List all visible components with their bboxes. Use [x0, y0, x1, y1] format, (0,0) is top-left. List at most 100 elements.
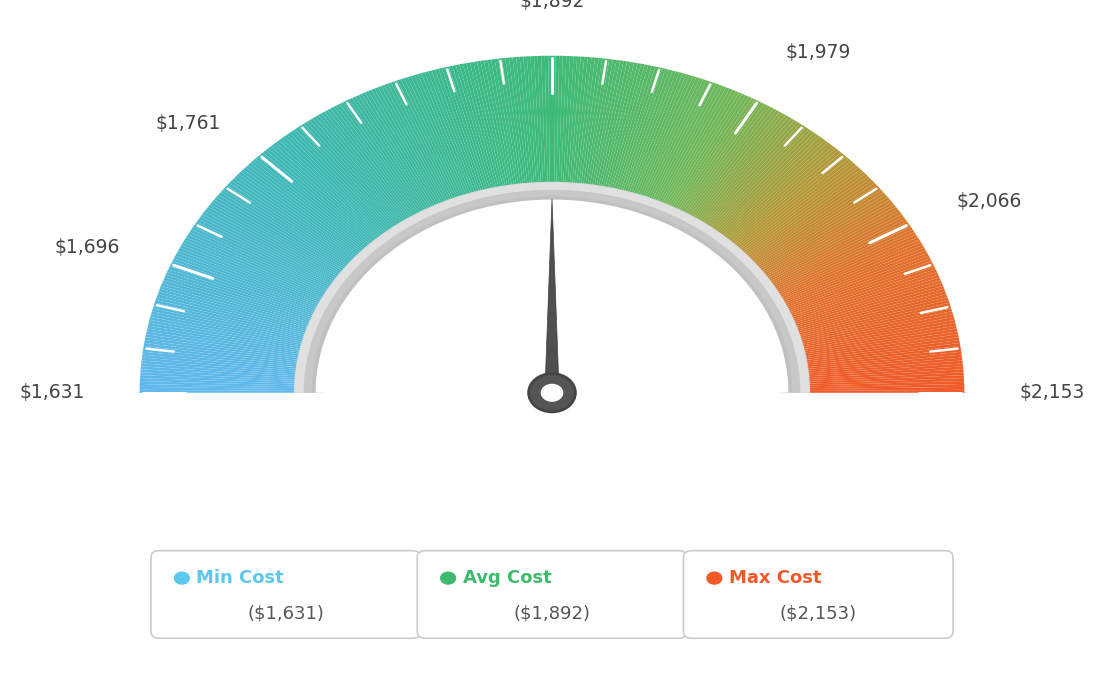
Wedge shape [778, 357, 966, 375]
Wedge shape [487, 57, 519, 209]
Wedge shape [541, 53, 548, 207]
Wedge shape [144, 325, 329, 357]
Wedge shape [144, 328, 329, 359]
Wedge shape [747, 220, 912, 300]
Wedge shape [285, 130, 407, 250]
Wedge shape [187, 228, 353, 304]
Wedge shape [137, 390, 325, 393]
Wedge shape [698, 132, 821, 252]
Wedge shape [634, 76, 704, 220]
Wedge shape [171, 255, 344, 319]
Wedge shape [480, 58, 514, 210]
Wedge shape [192, 220, 357, 300]
Wedge shape [778, 354, 965, 373]
Wedge shape [306, 192, 798, 393]
Wedge shape [306, 192, 798, 393]
Wedge shape [746, 218, 910, 299]
Wedge shape [201, 208, 361, 293]
Wedge shape [772, 305, 954, 346]
Wedge shape [137, 375, 325, 384]
Wedge shape [574, 55, 595, 208]
Wedge shape [150, 305, 332, 346]
Wedge shape [158, 282, 337, 334]
Wedge shape [576, 55, 599, 208]
Wedge shape [427, 68, 486, 215]
Wedge shape [709, 146, 841, 259]
Wedge shape [776, 339, 963, 365]
Wedge shape [145, 322, 330, 356]
Wedge shape [301, 119, 417, 244]
Wedge shape [283, 132, 406, 252]
Wedge shape [761, 257, 935, 320]
Wedge shape [775, 328, 960, 359]
Wedge shape [152, 296, 335, 342]
Wedge shape [679, 111, 787, 239]
Wedge shape [190, 223, 355, 302]
Wedge shape [137, 369, 326, 382]
Wedge shape [771, 299, 953, 343]
Wedge shape [268, 142, 399, 257]
Text: ($1,892): ($1,892) [513, 604, 591, 622]
Wedge shape [623, 70, 683, 217]
Wedge shape [605, 63, 652, 213]
Text: ($1,631): ($1,631) [247, 604, 325, 622]
Wedge shape [341, 99, 438, 233]
Wedge shape [645, 82, 724, 224]
Wedge shape [624, 70, 688, 217]
Wedge shape [681, 113, 790, 241]
Wedge shape [138, 360, 326, 377]
Wedge shape [434, 66, 489, 215]
Wedge shape [229, 177, 376, 276]
Wedge shape [635, 77, 708, 221]
Wedge shape [774, 322, 959, 356]
Wedge shape [769, 293, 951, 340]
Wedge shape [693, 127, 814, 248]
Wedge shape [696, 129, 816, 249]
Wedge shape [322, 108, 428, 238]
Wedge shape [243, 164, 384, 268]
Wedge shape [750, 226, 915, 303]
Wedge shape [778, 369, 967, 382]
Wedge shape [700, 135, 825, 253]
Wedge shape [261, 148, 394, 260]
Wedge shape [594, 59, 631, 210]
Wedge shape [722, 168, 866, 271]
Wedge shape [463, 61, 505, 211]
Wedge shape [572, 55, 592, 208]
Wedge shape [754, 236, 922, 308]
Wedge shape [505, 55, 528, 208]
Wedge shape [220, 186, 372, 281]
Text: Min Cost: Min Cost [197, 569, 284, 587]
Wedge shape [437, 66, 491, 214]
Wedge shape [745, 213, 906, 296]
Wedge shape [731, 184, 882, 279]
Wedge shape [752, 230, 919, 306]
Wedge shape [452, 63, 499, 213]
Wedge shape [148, 310, 331, 349]
Wedge shape [140, 346, 327, 368]
Wedge shape [277, 137, 403, 254]
Wedge shape [734, 190, 889, 284]
Wedge shape [172, 252, 346, 317]
Wedge shape [205, 203, 363, 290]
Text: ($2,153): ($2,153) [779, 604, 857, 622]
Wedge shape [203, 206, 362, 292]
Wedge shape [755, 241, 925, 311]
Wedge shape [733, 188, 887, 282]
Wedge shape [585, 57, 617, 209]
Wedge shape [274, 139, 402, 255]
Wedge shape [765, 277, 944, 331]
Wedge shape [651, 88, 737, 226]
Wedge shape [403, 75, 473, 219]
Wedge shape [413, 72, 478, 217]
Wedge shape [473, 59, 510, 210]
Wedge shape [424, 69, 484, 216]
Text: Avg Cost: Avg Cost [463, 569, 552, 587]
Wedge shape [763, 266, 938, 325]
Wedge shape [726, 175, 872, 275]
Wedge shape [217, 188, 371, 282]
Wedge shape [666, 99, 763, 233]
Wedge shape [779, 375, 967, 384]
Wedge shape [329, 105, 432, 236]
Wedge shape [383, 81, 461, 223]
